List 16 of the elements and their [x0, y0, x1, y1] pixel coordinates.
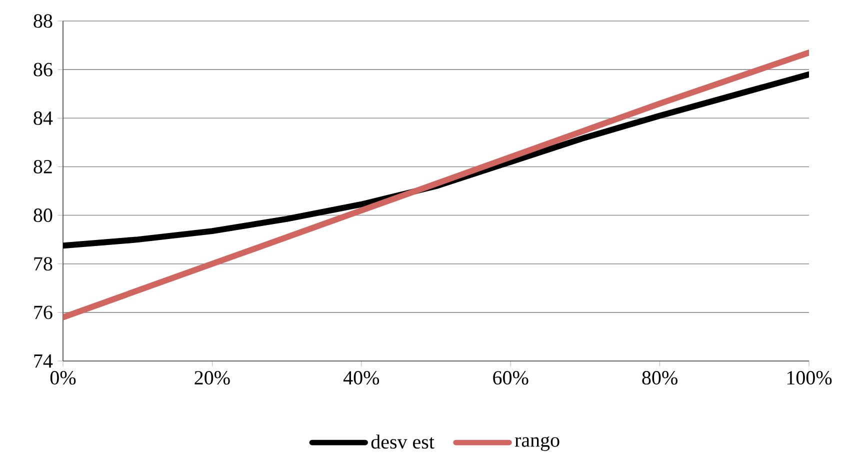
x-tick-label: 40% — [343, 371, 380, 385]
y-tick-label: 78 — [34, 257, 52, 271]
y-tick-label: 84 — [34, 111, 53, 125]
y-tick-label: 74 — [34, 354, 53, 368]
x-tick-label: 60% — [493, 371, 528, 385]
legend-label: desv est — [371, 434, 434, 449]
x-tick-label: 0% — [50, 371, 76, 385]
y-tick-label: 76 — [34, 306, 52, 320]
x-tick-label: 20% — [194, 371, 230, 385]
y-tick-label: 88 — [34, 14, 52, 28]
y-tick-label: 82 — [34, 160, 52, 174]
x-tick-label: 100% — [787, 371, 832, 385]
y-tick-label: 80 — [34, 208, 52, 222]
legend-label: rango — [514, 436, 560, 451]
x-tick-label: 80% — [642, 371, 678, 385]
y-tick-label: 86 — [34, 62, 52, 76]
